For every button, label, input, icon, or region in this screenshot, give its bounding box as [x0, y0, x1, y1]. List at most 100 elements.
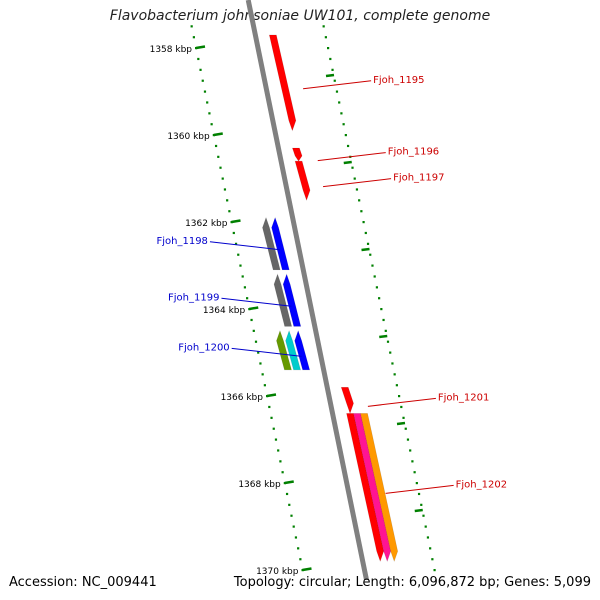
- inner-tick-mark: [274, 438, 278, 441]
- outer-tick-mark: [391, 362, 394, 365]
- outer-tick-mark: [360, 210, 363, 213]
- outer-tick-mark: [342, 123, 345, 126]
- inner-tick-mark: [254, 340, 258, 343]
- inner-tick-mark: [241, 275, 244, 278]
- outer-tick-mark: [397, 395, 401, 398]
- outer-tick-mark: [382, 318, 385, 322]
- inner-tick-mark: [281, 471, 284, 474]
- inner-tick-mark: [292, 525, 295, 528]
- inner-tick-mark: [261, 373, 264, 376]
- major-tick: [249, 306, 259, 311]
- outer-tick-mark: [344, 134, 347, 137]
- gene-arrow: [285, 329, 301, 371]
- inner-tick-mark: [250, 318, 253, 322]
- outer-tick-mark: [366, 242, 370, 245]
- accession-label: Accession: NC_009441: [9, 575, 157, 590]
- inner-tick-mark: [237, 253, 240, 256]
- outer-tick-mark: [329, 57, 332, 61]
- outer-tick-mark: [417, 492, 421, 496]
- outer-tick-mark: [415, 482, 418, 485]
- tick-label: 1360 kbp: [167, 132, 210, 142]
- inner-tick-mark: [206, 101, 209, 104]
- inner-tick-mark: [223, 188, 227, 191]
- inner-tick-mark: [299, 558, 302, 561]
- inner-tick-mark: [290, 514, 293, 517]
- outer-tick-mark: [324, 36, 327, 39]
- gene-leader-line: [231, 347, 302, 357]
- inner-tick-mark: [294, 536, 298, 539]
- outer-tick-mark: [420, 503, 423, 506]
- gene-arrow: [294, 329, 311, 371]
- major-tick-outer: [379, 334, 388, 339]
- outer-tick-mark: [431, 558, 434, 561]
- major-tick: [302, 567, 312, 572]
- outer-tick-mark: [413, 471, 416, 474]
- inner-tick-mark: [297, 547, 300, 550]
- inner-tick-mark: [217, 155, 220, 158]
- outer-tick-mark: [429, 547, 432, 550]
- genome-map[interactable]: 1358 kbp 1360 kbp 1362 kbp 1364 kbp 1366 kbp…: [0, 0, 600, 580]
- major-tick: [195, 45, 206, 50]
- inner-tick-mark: [208, 112, 211, 115]
- gene-leader-line: [323, 178, 392, 188]
- gene-leader-line: [221, 297, 292, 307]
- major-tick: [213, 132, 223, 137]
- tick-label: 1368 kbp: [238, 480, 281, 490]
- inner-tick-mark: [219, 166, 222, 169]
- outer-tick-mark: [355, 188, 359, 191]
- outer-tick-mark: [395, 384, 398, 387]
- gene-arrow: [353, 413, 392, 563]
- outer-tick-mark: [409, 449, 412, 452]
- inner-tick-mark: [228, 210, 231, 213]
- gene-label: Fjoh_1202: [456, 479, 507, 490]
- gene-leader-line: [317, 152, 386, 162]
- outer-tick-mark: [362, 221, 365, 224]
- major-tick-outer: [325, 73, 335, 78]
- outer-tick-mark: [375, 286, 379, 289]
- major-tick: [284, 480, 294, 485]
- outer-tick-mark: [426, 536, 430, 539]
- gene-arrow: [268, 34, 297, 132]
- outer-tick-mark: [424, 525, 427, 528]
- major-tick: [231, 219, 241, 224]
- inner-tick-mark: [270, 416, 273, 419]
- outer-tick-mark: [433, 569, 436, 572]
- tick-label: 1362 kbp: [185, 219, 228, 229]
- outer-tick-mark: [378, 297, 381, 300]
- outer-tick-mark: [411, 460, 414, 463]
- inner-tick-mark: [210, 123, 213, 126]
- inner-tick-mark: [232, 231, 235, 235]
- outer-tick-mark: [393, 373, 396, 376]
- outer-tick-mark: [373, 275, 376, 278]
- gene-arrow: [262, 216, 281, 271]
- gene-label: Fjoh_1199: [168, 292, 219, 303]
- outer-tick-mark: [402, 416, 405, 419]
- gene-arrow: [273, 273, 293, 327]
- gene-label: Fjoh_1197: [393, 173, 444, 184]
- outer-tick-mark: [384, 329, 387, 332]
- inner-tick-mark: [259, 362, 262, 365]
- outer-tick-mark: [386, 340, 390, 343]
- major-tick-outer: [414, 508, 423, 513]
- major-tick: [266, 393, 277, 398]
- inner-tick-mark: [243, 286, 247, 289]
- gene-label: Fjoh_1201: [438, 392, 489, 403]
- tick-label: 1358 kbp: [150, 45, 193, 55]
- inner-tick-mark: [197, 57, 200, 61]
- inner-tick-mark: [239, 264, 242, 267]
- inner-tick-mark: [221, 177, 224, 180]
- inner-tick-mark: [192, 36, 195, 39]
- gene-arrow: [276, 329, 292, 371]
- outer-tick-mark: [371, 264, 374, 267]
- major-tick-outer: [396, 421, 406, 426]
- inner-tick-mark: [272, 427, 275, 430]
- gene-arrow: [271, 216, 290, 271]
- gene-arrow: [340, 387, 354, 415]
- outer-tick-mark: [322, 25, 325, 28]
- outer-tick-mark: [364, 231, 367, 235]
- outer-tick-mark: [327, 47, 330, 50]
- outer-tick-mark: [422, 514, 425, 517]
- inner-tick-mark: [214, 144, 218, 148]
- gene-arrow: [291, 147, 303, 162]
- tick-label: 1366 kbp: [221, 393, 264, 403]
